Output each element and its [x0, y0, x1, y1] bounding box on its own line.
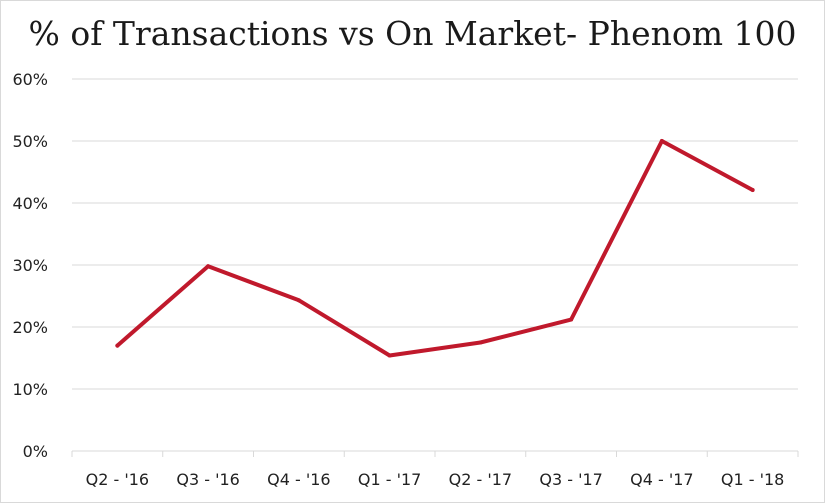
data-point [659, 139, 664, 143]
series-group [115, 139, 755, 358]
x-tick-label: Q1 - '17 [358, 470, 421, 489]
data-point [115, 343, 120, 348]
data-point [206, 264, 211, 269]
series-line [115, 139, 755, 358]
data-point [296, 298, 301, 303]
data-point [387, 353, 392, 358]
data-point [569, 317, 574, 322]
x-tick-label: Q3 - '17 [539, 470, 602, 489]
y-tick-label: 40% [12, 194, 48, 213]
y-tick-label: 60% [12, 70, 48, 89]
y-tick-label: 10% [12, 380, 48, 399]
y-axis-ticks: 0% 10% 20% 30% 40% 50% 60% [12, 70, 48, 461]
chart-title: % of Transactions vs On Market- Phenom 1… [28, 14, 797, 53]
x-axis-ticks: Q2 - '16 Q3 - '16 Q4 - '16 Q1 - '17 Q2 - '17… [71, 451, 799, 489]
gridlines [72, 78, 798, 452]
x-tick-label: Q3 - '16 [176, 470, 239, 489]
x-tick-label: Q2 - '16 [86, 470, 149, 489]
x-tick-label: Q4 - '17 [630, 470, 693, 489]
y-tick-label: 20% [12, 318, 48, 337]
y-tick-label: 50% [12, 132, 48, 151]
y-tick-label: 0% [23, 442, 48, 461]
x-tick-label: Q1 - '18 [721, 470, 784, 489]
y-tick-label: 30% [12, 256, 48, 275]
x-tick-label: Q4 - '16 [267, 470, 330, 489]
data-point [750, 187, 755, 192]
x-tick-label: Q2 - '17 [449, 470, 512, 489]
data-point [478, 340, 483, 345]
